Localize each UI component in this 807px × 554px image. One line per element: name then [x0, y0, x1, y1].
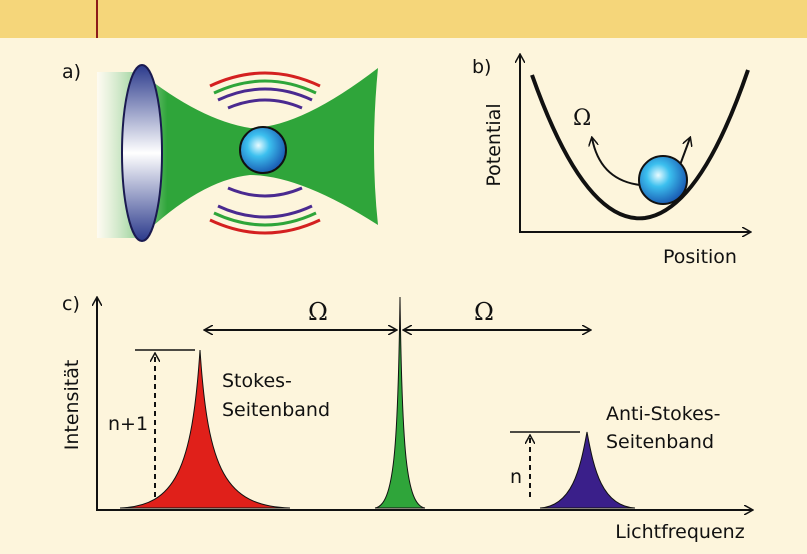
panel-label: a) [62, 61, 81, 83]
lens [122, 65, 162, 241]
x-axis-label: Position [663, 246, 737, 268]
omega: Ω [308, 298, 328, 326]
figure: a) b) Ω Potential Position c) Intensität… [0, 0, 807, 554]
band-label: Seitenband [606, 431, 714, 453]
particle [240, 127, 286, 173]
header-band [0, 0, 807, 38]
panel-label: b) [472, 56, 491, 78]
panel-label: c) [62, 293, 80, 315]
omega: Ω [573, 106, 591, 131]
band-label: Seitenband [222, 399, 330, 421]
band-label: Stokes- [222, 370, 292, 392]
y-axis-label: Intensität [61, 360, 83, 451]
particle [639, 156, 687, 204]
height-label: n [510, 466, 522, 488]
omega: Ω [474, 298, 494, 326]
band-label: Anti-Stokes- [606, 403, 721, 425]
height-label: n+1 [108, 413, 148, 435]
x-axis-label: Lichtfrequenz [615, 521, 744, 543]
y-axis-label: Potential [483, 103, 505, 186]
